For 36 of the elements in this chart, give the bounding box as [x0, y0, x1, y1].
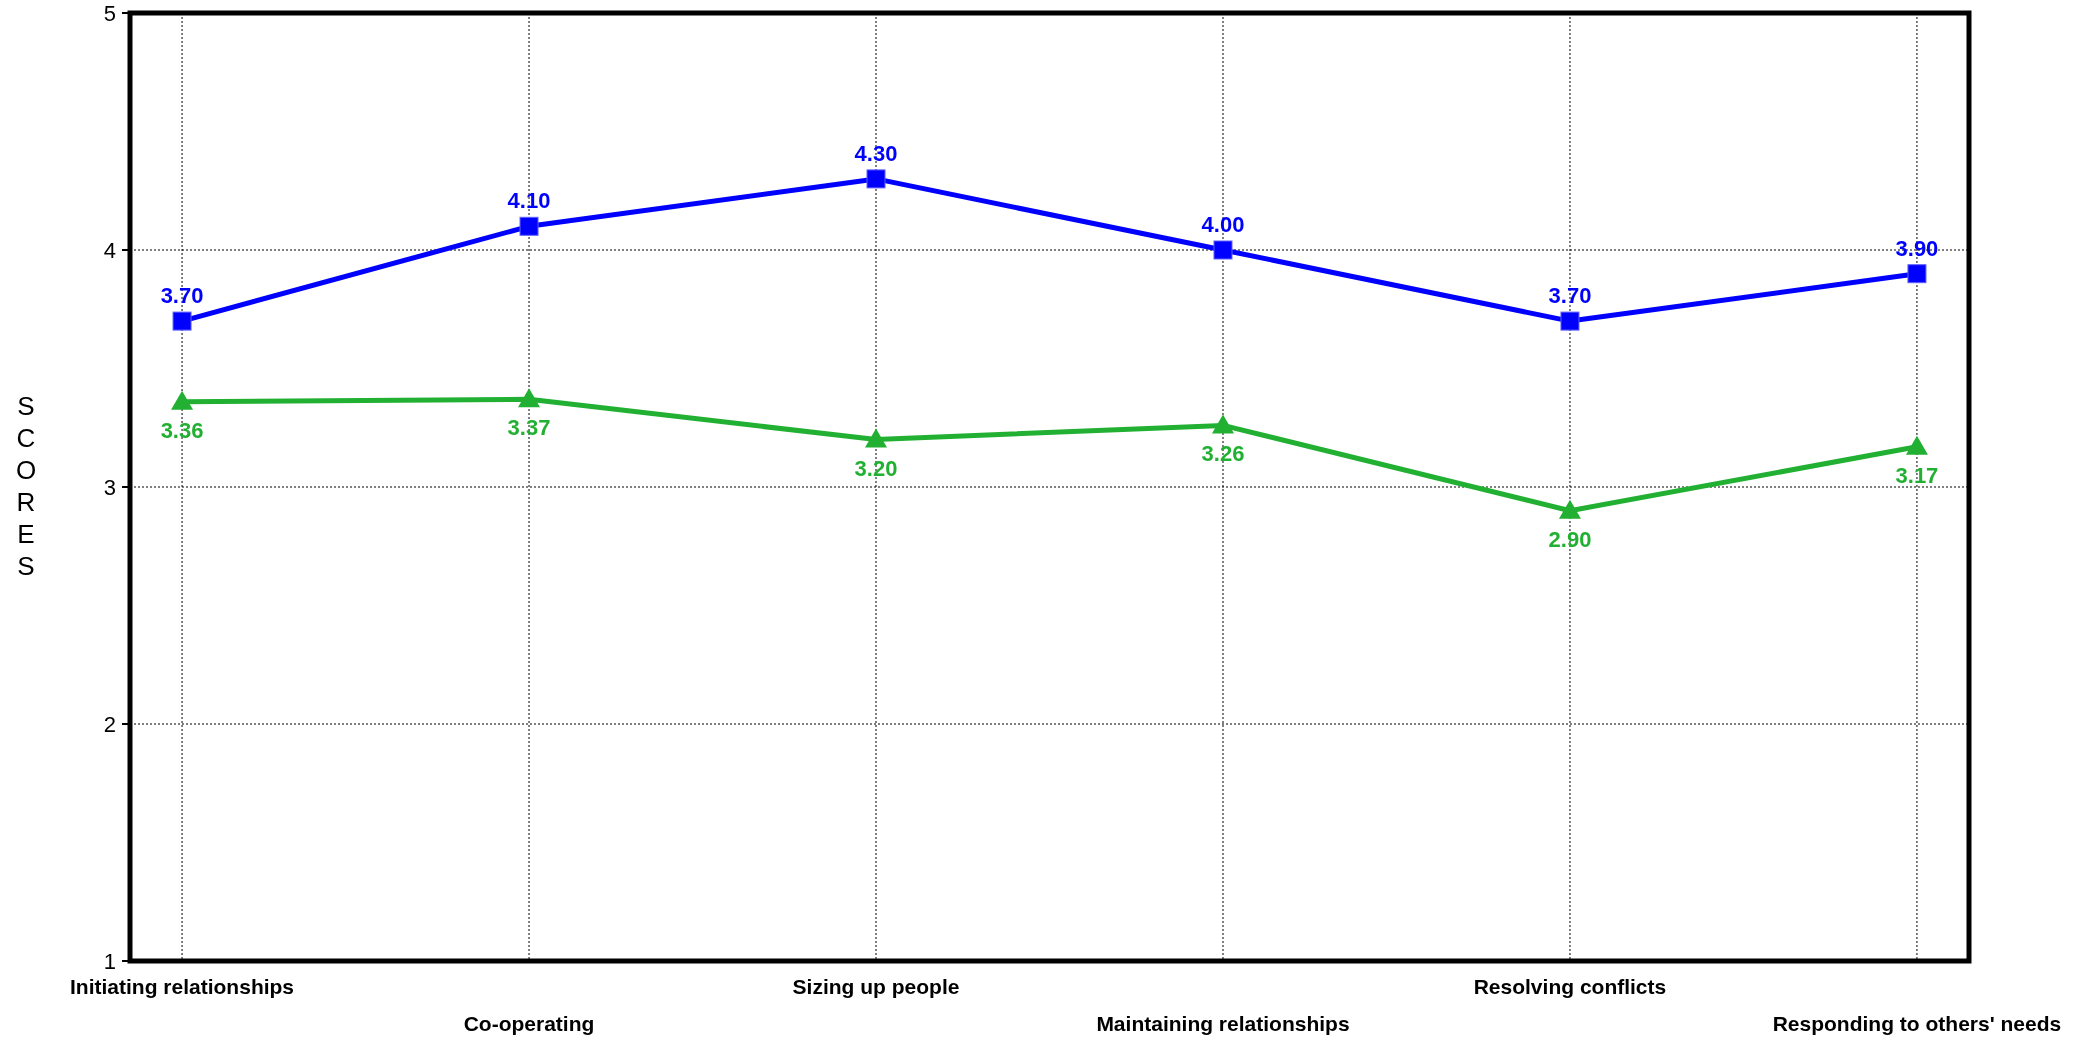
data-label: 4.30 — [854, 140, 898, 166]
data-label: 2.90 — [1548, 526, 1592, 552]
x-tick-label: Responding to others' needs — [1772, 1012, 2062, 1035]
point — [1560, 311, 1580, 331]
data-label: 3.70 — [160, 283, 204, 309]
y-tick-label: 2 — [103, 712, 116, 737]
point — [519, 216, 539, 236]
y-tick-label: 1 — [103, 949, 116, 974]
x-tick-label: Resolving conflicts — [1473, 975, 1667, 998]
data-label: 3.70 — [1548, 283, 1592, 309]
point — [1211, 414, 1234, 434]
point — [1907, 264, 1927, 284]
point — [865, 428, 888, 448]
point — [1905, 435, 1928, 455]
y-tick-label: 4 — [103, 238, 116, 263]
y-tick-label: 5 — [103, 1, 116, 26]
data-label: 3.26 — [1201, 441, 1245, 467]
y-tick-label: 3 — [103, 475, 116, 500]
x-tick-label: Sizing up people — [792, 975, 960, 998]
data-label: 3.17 — [1895, 462, 1939, 488]
point — [518, 388, 541, 408]
x-tick-label: Initiating relationships — [70, 975, 295, 998]
point — [866, 169, 886, 189]
data-label: 3.36 — [160, 417, 204, 443]
point — [171, 390, 194, 410]
x-tick-label: Co-operating — [463, 1012, 595, 1035]
point — [1213, 240, 1233, 260]
data-label: 3.20 — [854, 455, 898, 481]
data-label: 3.37 — [507, 415, 551, 441]
data-label: 4.10 — [507, 188, 551, 214]
y-axis-title: SCORES — [15, 391, 37, 581]
data-label: 3.90 — [1895, 235, 1939, 261]
point — [172, 311, 192, 331]
point — [1558, 499, 1581, 519]
data-label: 4.00 — [1201, 212, 1245, 237]
x-tick-label: Maintaining relationships — [1096, 1012, 1350, 1035]
